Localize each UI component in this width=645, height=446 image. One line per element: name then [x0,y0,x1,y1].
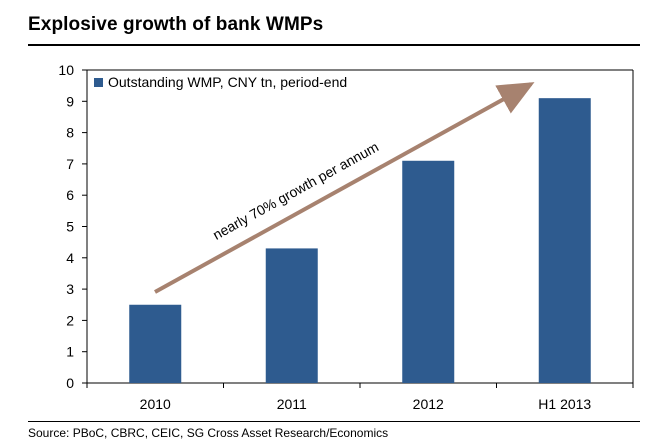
x-tick-label: H1 2013 [538,396,591,412]
bar [129,304,182,383]
y-tick-label: 3 [66,281,74,297]
y-tick-label: 2 [66,312,74,328]
growth-arrow [154,82,535,294]
title-divider [28,44,640,46]
footer-divider [28,421,640,422]
legend-swatch [94,78,103,87]
y-tick-label: 5 [66,219,74,235]
y-tick-label: 8 [66,125,74,141]
y-tick-label: 1 [66,344,74,360]
chart-title: Explosive growth of bank WMPs [28,14,324,35]
growth-annotation: nearly 70% growth per annum [210,138,381,242]
x-tick-label: 2012 [413,396,444,412]
bar [538,98,591,384]
y-tick-label: 10 [58,62,74,78]
y-tick-label: 6 [66,187,74,203]
bar [402,160,455,383]
y-tick-label: 0 [66,375,74,391]
y-tick-label: 9 [66,93,74,109]
bar [265,248,318,383]
source-note: Source: PBoC, CBRC, CEIC, SG Cross Asset… [28,426,389,440]
y-tick-label: 4 [66,250,74,266]
x-tick-label: 2011 [277,396,307,412]
legend-label: Outstanding WMP, CNY tn, period-end [108,74,347,90]
x-tick-label: 2010 [140,396,171,412]
y-tick-label: 7 [66,156,74,172]
